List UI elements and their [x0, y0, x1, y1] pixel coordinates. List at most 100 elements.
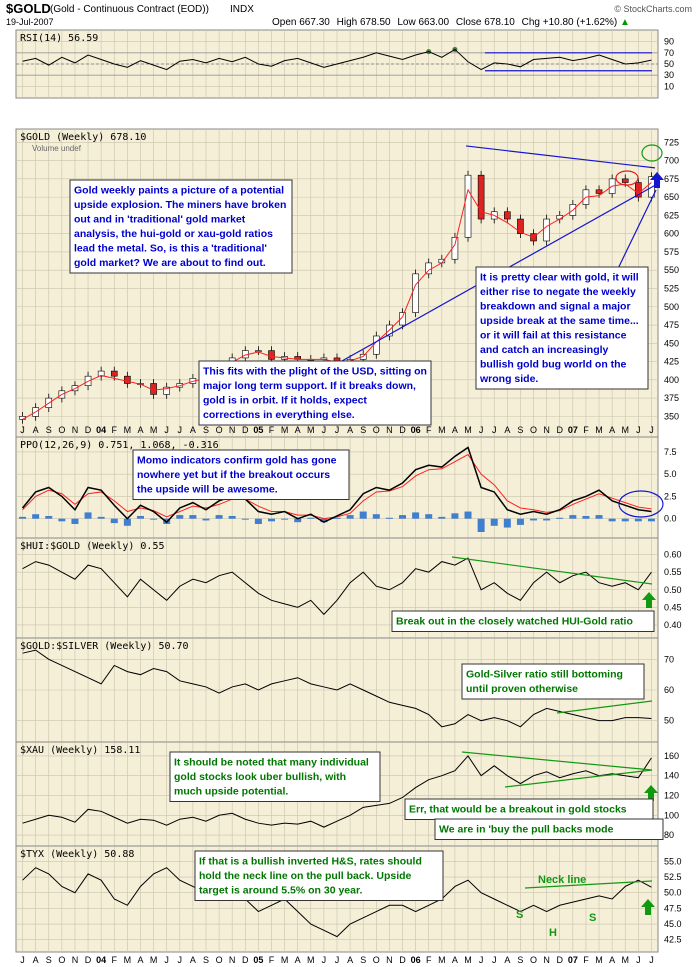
- y-tick-label: 550: [664, 265, 679, 275]
- xau-line: [22, 755, 652, 828]
- y-tick-label: 42.5: [664, 935, 682, 945]
- y-tick-label: 0.40: [664, 620, 682, 630]
- x-tick-label: M: [595, 425, 603, 435]
- ppo-histogram-bar: [294, 518, 302, 523]
- ppo-histogram-bar: [267, 518, 275, 522]
- candle-body: [635, 182, 642, 198]
- x-tick-label: A: [137, 425, 143, 435]
- tyx-note-text: If that is a bullish inverted H&S, rates…: [199, 856, 422, 897]
- tyx-note: If that is a bullish inverted H&S, rates…: [194, 850, 444, 901]
- ppo-histogram-bar: [608, 518, 616, 522]
- x-tick-label: 06: [411, 955, 421, 965]
- x-tick-label: J: [636, 425, 641, 435]
- ppo-histogram-bar: [228, 515, 236, 519]
- ppo-histogram-bar: [307, 517, 315, 519]
- ppo-histogram-bar: [569, 515, 577, 519]
- y-tick-label: 700: [664, 156, 679, 166]
- x-tick-label: D: [399, 425, 406, 435]
- x-tick-label: O: [530, 425, 537, 435]
- x-tick-label: A: [295, 425, 301, 435]
- ppo-histogram-bar: [464, 511, 472, 519]
- y-tick-label: 0.45: [664, 602, 682, 612]
- y-tick-label: 0.50: [664, 585, 682, 595]
- y-tick-label: 625: [664, 210, 679, 220]
- x-tick-label: S: [46, 425, 52, 435]
- exchange-label: INDX: [230, 4, 254, 15]
- x-tick-label: M: [307, 425, 315, 435]
- y-tick-label: 350: [664, 411, 679, 421]
- x-tick-label: D: [85, 425, 92, 435]
- x-tick-label: M: [281, 425, 289, 435]
- x-tick-label: A: [609, 425, 615, 435]
- y-tick-label: 140: [664, 771, 679, 781]
- x-tick-label: M: [307, 955, 315, 965]
- x-tick-label: A: [137, 955, 143, 965]
- y-tick-label: 650: [664, 192, 679, 202]
- gold_silver-line: [22, 649, 652, 728]
- x-tick-label: J: [492, 425, 497, 435]
- gold-note-explosion-box: [69, 179, 293, 274]
- gold-note-explosion-text: Gold weekly paints a picture of a potent…: [74, 185, 286, 270]
- gold-note-resistance: It is pretty clear with gold, it will eit…: [475, 266, 649, 390]
- xau-lower-trendline: [504, 769, 653, 788]
- hs-head-label: H: [549, 927, 557, 939]
- gold-note-usd-text: This fits with the plight of the USD, si…: [203, 366, 427, 422]
- x-tick-label: M: [281, 955, 289, 965]
- x-tick-label: J: [479, 955, 484, 965]
- x-tick-label: S: [203, 955, 209, 965]
- x-tick-label: N: [72, 955, 79, 965]
- x-tick-label: S: [46, 955, 52, 965]
- x-tick-label: O: [373, 425, 380, 435]
- y-tick-label: 100: [664, 810, 679, 820]
- x-tick-label: J: [479, 425, 484, 435]
- x-tick-label: 06: [411, 425, 421, 435]
- x-tick-label: S: [517, 955, 523, 965]
- x-tick-label: M: [464, 955, 472, 965]
- y-tick-label: 575: [664, 247, 679, 257]
- x-tick-label: M: [150, 425, 158, 435]
- x-tick-label: D: [556, 955, 563, 965]
- candle-body: [163, 386, 170, 395]
- gold-note-resistance-text: It is pretty clear with gold, it will eit…: [479, 272, 639, 386]
- x-tick-label: N: [72, 425, 79, 435]
- ppo-histogram-bar: [189, 515, 197, 519]
- gold-up-arrow: [650, 172, 664, 188]
- ppo-histogram-bar: [202, 518, 210, 521]
- x-tick-label: J: [164, 425, 169, 435]
- x-tick-label: A: [295, 955, 301, 965]
- x-tick-label: J: [649, 955, 654, 965]
- x-tick-label: A: [190, 425, 196, 435]
- ppo-histogram-bar: [634, 518, 642, 522]
- candle-body: [373, 335, 380, 355]
- ppo-histogram-bar: [176, 515, 184, 519]
- ppo-histogram-bar: [490, 518, 498, 526]
- x-tick-label: M: [124, 425, 132, 435]
- y-tick-label: 500: [664, 302, 679, 312]
- gold-resistance-circle: [641, 144, 663, 162]
- ppo-histogram-bar: [477, 518, 485, 532]
- x-tick-label: D: [556, 425, 563, 435]
- ppo-histogram-bar: [543, 518, 551, 521]
- xau-note-stocks: It should be noted that many individual g…: [169, 751, 381, 802]
- y-tick-label: 30: [664, 70, 674, 80]
- ppo-histogram-bar: [399, 515, 407, 519]
- y-tick-label: 50.0: [664, 888, 682, 898]
- candle-body: [268, 350, 275, 360]
- candle-body: [412, 273, 419, 313]
- x-tick-label: S: [203, 425, 209, 435]
- y-tick-label: 90: [664, 37, 674, 47]
- y-tick-label: 0.55: [664, 567, 682, 577]
- panel-title: $HUI:$GOLD (Weekly) 0.55: [20, 541, 165, 552]
- x-tick-label: O: [216, 955, 223, 965]
- hui-note: Break out in the closely watched HUI-Gol…: [391, 610, 655, 632]
- ppo-note-text: Momo indicators confirm gold has gone now…: [137, 455, 337, 496]
- ppo-histogram-bar: [136, 515, 144, 519]
- xau-note-stocks-box: [169, 751, 381, 802]
- hs-right-shoulder-label: S: [589, 912, 596, 924]
- ppo-histogram-bar: [333, 517, 341, 519]
- x-tick-label: N: [386, 425, 393, 435]
- y-tick-label: 400: [664, 375, 679, 385]
- ppo-histogram-bar: [84, 512, 92, 519]
- x-tick-label: A: [347, 425, 353, 435]
- x-tick-label: M: [438, 425, 446, 435]
